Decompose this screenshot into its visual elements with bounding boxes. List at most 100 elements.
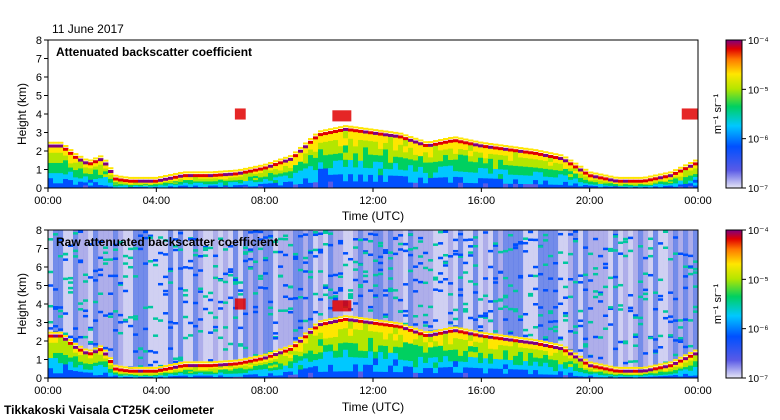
bl-cell	[363, 140, 369, 148]
bl-cell	[553, 166, 559, 171]
bl-cell	[188, 373, 194, 376]
noise-speck	[558, 302, 564, 306]
bl-cell	[473, 167, 479, 173]
noise-speck	[363, 280, 369, 283]
cloud-edge-cell	[163, 175, 169, 178]
bl-cell	[578, 367, 584, 371]
bl-cell	[298, 179, 304, 184]
bl-cell	[113, 372, 119, 374]
noise-speck	[483, 231, 489, 234]
cloud-top-cell	[103, 352, 109, 356]
bl-cell	[203, 372, 209, 375]
bl-cell	[608, 186, 614, 188]
bl-cell	[488, 173, 494, 179]
bl-cell	[523, 170, 529, 176]
cloud-edge-cell	[548, 152, 554, 155]
cloud-top-cell	[68, 341, 74, 345]
noise-speck	[673, 319, 679, 322]
bl-cell	[223, 178, 229, 181]
cloud-top-cell	[668, 174, 674, 178]
noise-speck	[488, 310, 494, 313]
bl-cell	[248, 176, 254, 179]
cloud-edge-cell	[563, 346, 569, 349]
bl-cell	[453, 366, 459, 373]
noise-speck	[123, 275, 129, 278]
bl-cell	[323, 168, 329, 176]
noise-speck	[693, 310, 699, 313]
bl-cell	[193, 375, 199, 378]
cloud-edge-cell	[548, 342, 554, 345]
noise-cell	[563, 230, 569, 347]
bl-cell	[228, 368, 234, 371]
bl-cell	[58, 147, 64, 153]
cloud-top-cell	[548, 344, 554, 348]
bl-cell	[433, 172, 439, 178]
noise-speck	[578, 324, 584, 328]
bl-cell	[48, 352, 54, 359]
cloud-top-cell	[348, 318, 354, 322]
cloud-edge-cell	[463, 328, 469, 331]
bl-cell	[393, 181, 399, 189]
bl-cell	[113, 184, 119, 186]
bl-cell	[208, 366, 214, 369]
noise-speck	[628, 249, 634, 253]
bl-cell	[188, 182, 194, 185]
bl-cell	[448, 366, 454, 373]
bl-cell	[218, 372, 224, 374]
bl-cell	[303, 153, 309, 159]
bl-cell	[383, 339, 389, 346]
cloud-top-cell	[83, 351, 89, 355]
bl-cell	[388, 345, 394, 353]
bl-cell	[88, 355, 94, 359]
noise-speck	[338, 241, 344, 245]
bl-cell	[303, 183, 309, 189]
bl-cell	[558, 180, 564, 185]
noise-speck	[548, 277, 554, 280]
cloud-top-cell	[93, 160, 99, 164]
bl-cell	[443, 143, 449, 150]
bl-cell	[618, 183, 624, 185]
bl-cell	[538, 357, 544, 363]
bl-cell	[673, 364, 679, 367]
bl-cell	[398, 169, 404, 176]
bl-cell	[433, 156, 439, 162]
bl-cell	[238, 367, 244, 370]
noise-speck	[323, 293, 329, 297]
noise-speck	[203, 248, 209, 252]
bl-cell	[153, 185, 159, 188]
bl-cell	[538, 155, 544, 161]
bl-cell	[438, 155, 444, 162]
bl-cell	[193, 373, 199, 376]
bl-cell	[523, 166, 529, 172]
bl-cell	[53, 337, 59, 343]
cloud-top-cell	[663, 175, 669, 179]
bl-cell	[73, 162, 79, 167]
bl-cell	[338, 356, 344, 365]
noise-speck	[328, 288, 334, 292]
bl-cell	[578, 371, 584, 375]
bl-cell	[103, 170, 109, 175]
bl-cell	[423, 362, 429, 369]
noise-speck	[258, 274, 264, 278]
bl-cell	[223, 367, 229, 370]
noise-speck	[648, 247, 654, 250]
noise-speck	[183, 300, 189, 304]
bl-cell	[668, 372, 674, 375]
cloud-edge-cell	[93, 347, 99, 350]
bl-cell	[543, 354, 549, 359]
noise-cell	[548, 230, 554, 343]
bl-cell	[403, 181, 409, 189]
bl-cell	[568, 167, 574, 172]
bl-cell	[383, 168, 389, 176]
bl-cell	[428, 362, 434, 369]
cloud-edge-cell	[348, 125, 354, 128]
bl-cell	[508, 345, 514, 351]
bl-cell	[528, 171, 534, 176]
bl-cell	[388, 371, 394, 379]
bl-cell	[168, 374, 174, 377]
bl-cell	[203, 182, 209, 185]
bl-cell	[638, 373, 644, 375]
noise-speck	[143, 306, 149, 310]
cloud-edge-cell	[148, 176, 154, 179]
